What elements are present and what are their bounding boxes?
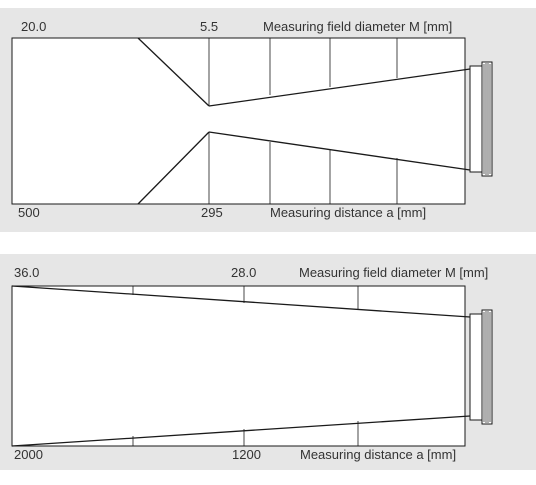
distance-focus-value: 295 <box>201 205 223 220</box>
diagram-panel-2: 36.0 28.0 Measuring field diameter M [mm… <box>0 254 536 470</box>
distance-mid-value: 1200 <box>232 447 261 462</box>
beam-path <box>137 37 471 205</box>
plot-area <box>11 285 466 447</box>
beam-diagram-2 <box>11 285 493 447</box>
distance-left-value: 500 <box>18 205 40 220</box>
sensor-head-icon <box>469 309 493 425</box>
beam-path <box>11 285 471 447</box>
grid-lines <box>208 38 398 204</box>
distance-caption: Measuring distance a [mm] <box>270 205 427 220</box>
plot-area <box>11 37 466 205</box>
sensor-head-icon <box>469 61 493 177</box>
field-diameter-mid-value: 28.0 <box>231 265 257 280</box>
distance-caption: Measuring distance a [mm] <box>300 447 457 462</box>
field-diameter-focus-value: 5.5 <box>200 19 219 34</box>
field-diameter-caption: Measuring field diameter M [mm] <box>299 265 489 280</box>
field-diameter-caption: Measuring field diameter M [mm] <box>263 19 453 34</box>
distance-left-value: 2000 <box>14 447 43 462</box>
beam-diagram-1 <box>11 37 493 205</box>
diagram-panel-1: 20.0 5.5 Measuring field diameter M [mm]… <box>0 8 536 232</box>
field-diameter-left-value: 20.0 <box>21 19 47 34</box>
field-diameter-left-value: 36.0 <box>14 265 40 280</box>
